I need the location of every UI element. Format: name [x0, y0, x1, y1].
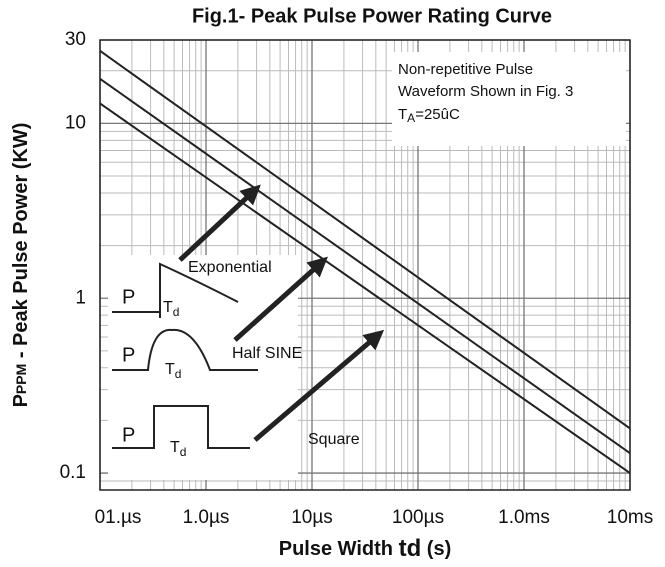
- wave-label: Td: [170, 439, 186, 459]
- wave-label: T: [163, 299, 173, 316]
- y-tick-label: 30: [65, 29, 86, 50]
- x-tick-label: 1.0ms: [498, 507, 550, 528]
- wave-label: Square: [308, 431, 360, 448]
- series: [99, 50, 631, 474]
- x-tick-label: 01.µs: [95, 507, 142, 528]
- note: A: [407, 111, 415, 125]
- note: =25ûC: [415, 106, 460, 123]
- chart-title: Fig.1- Peak Pulse Power Rating Curve: [192, 5, 552, 27]
- wave-label: T: [165, 361, 175, 378]
- x-axis-label: td: [399, 535, 422, 562]
- y-axis-label: - Peak Pulse Power (KW): [10, 123, 32, 364]
- note: Waveform Shown in Fig. 3: [398, 83, 573, 100]
- x-tick-label: 100µs: [392, 507, 444, 528]
- note: Non-repetitive Pulse: [398, 61, 533, 78]
- y-tick-label: 10: [65, 112, 86, 133]
- plot-frame: [99, 39, 631, 491]
- note-box: [392, 52, 626, 146]
- wave-label: P: [122, 424, 135, 446]
- series-line: [99, 102, 631, 474]
- wave-label: P: [122, 344, 135, 366]
- wave-label: Td: [165, 361, 181, 381]
- x-tick-label: 10ms: [607, 507, 653, 528]
- note: T: [398, 106, 407, 123]
- x-axis-label: (s): [421, 538, 451, 560]
- wave-label: Td: [163, 299, 179, 319]
- x-axis-label: Pulse Width td (s): [279, 535, 451, 562]
- wave-label: Half SINE: [232, 345, 302, 362]
- y-tick-label: 1: [75, 287, 86, 308]
- y-axis-label: PPM: [13, 364, 29, 394]
- y-axis-label: PPPM - Peak Pulse Power (KW): [10, 123, 32, 408]
- series-line: [99, 77, 631, 454]
- y-tick-label: 0.1: [60, 462, 86, 483]
- x-tick-label: 1.0µs: [183, 507, 230, 528]
- wave-label: Exponential: [188, 259, 272, 276]
- wave-label: T: [170, 439, 180, 456]
- wave-label: d: [175, 367, 182, 381]
- x-axis-label: Pulse Width: [279, 538, 399, 560]
- x-tick-label: 10µs: [291, 507, 333, 528]
- y-axis-label: P: [10, 394, 32, 407]
- wave-label: P: [122, 286, 135, 308]
- series-line: [99, 50, 631, 430]
- waveforms: [108, 184, 385, 480]
- wave-label: d: [180, 445, 187, 459]
- wave-label: d: [173, 305, 180, 319]
- note: TA=25ûC: [398, 106, 460, 125]
